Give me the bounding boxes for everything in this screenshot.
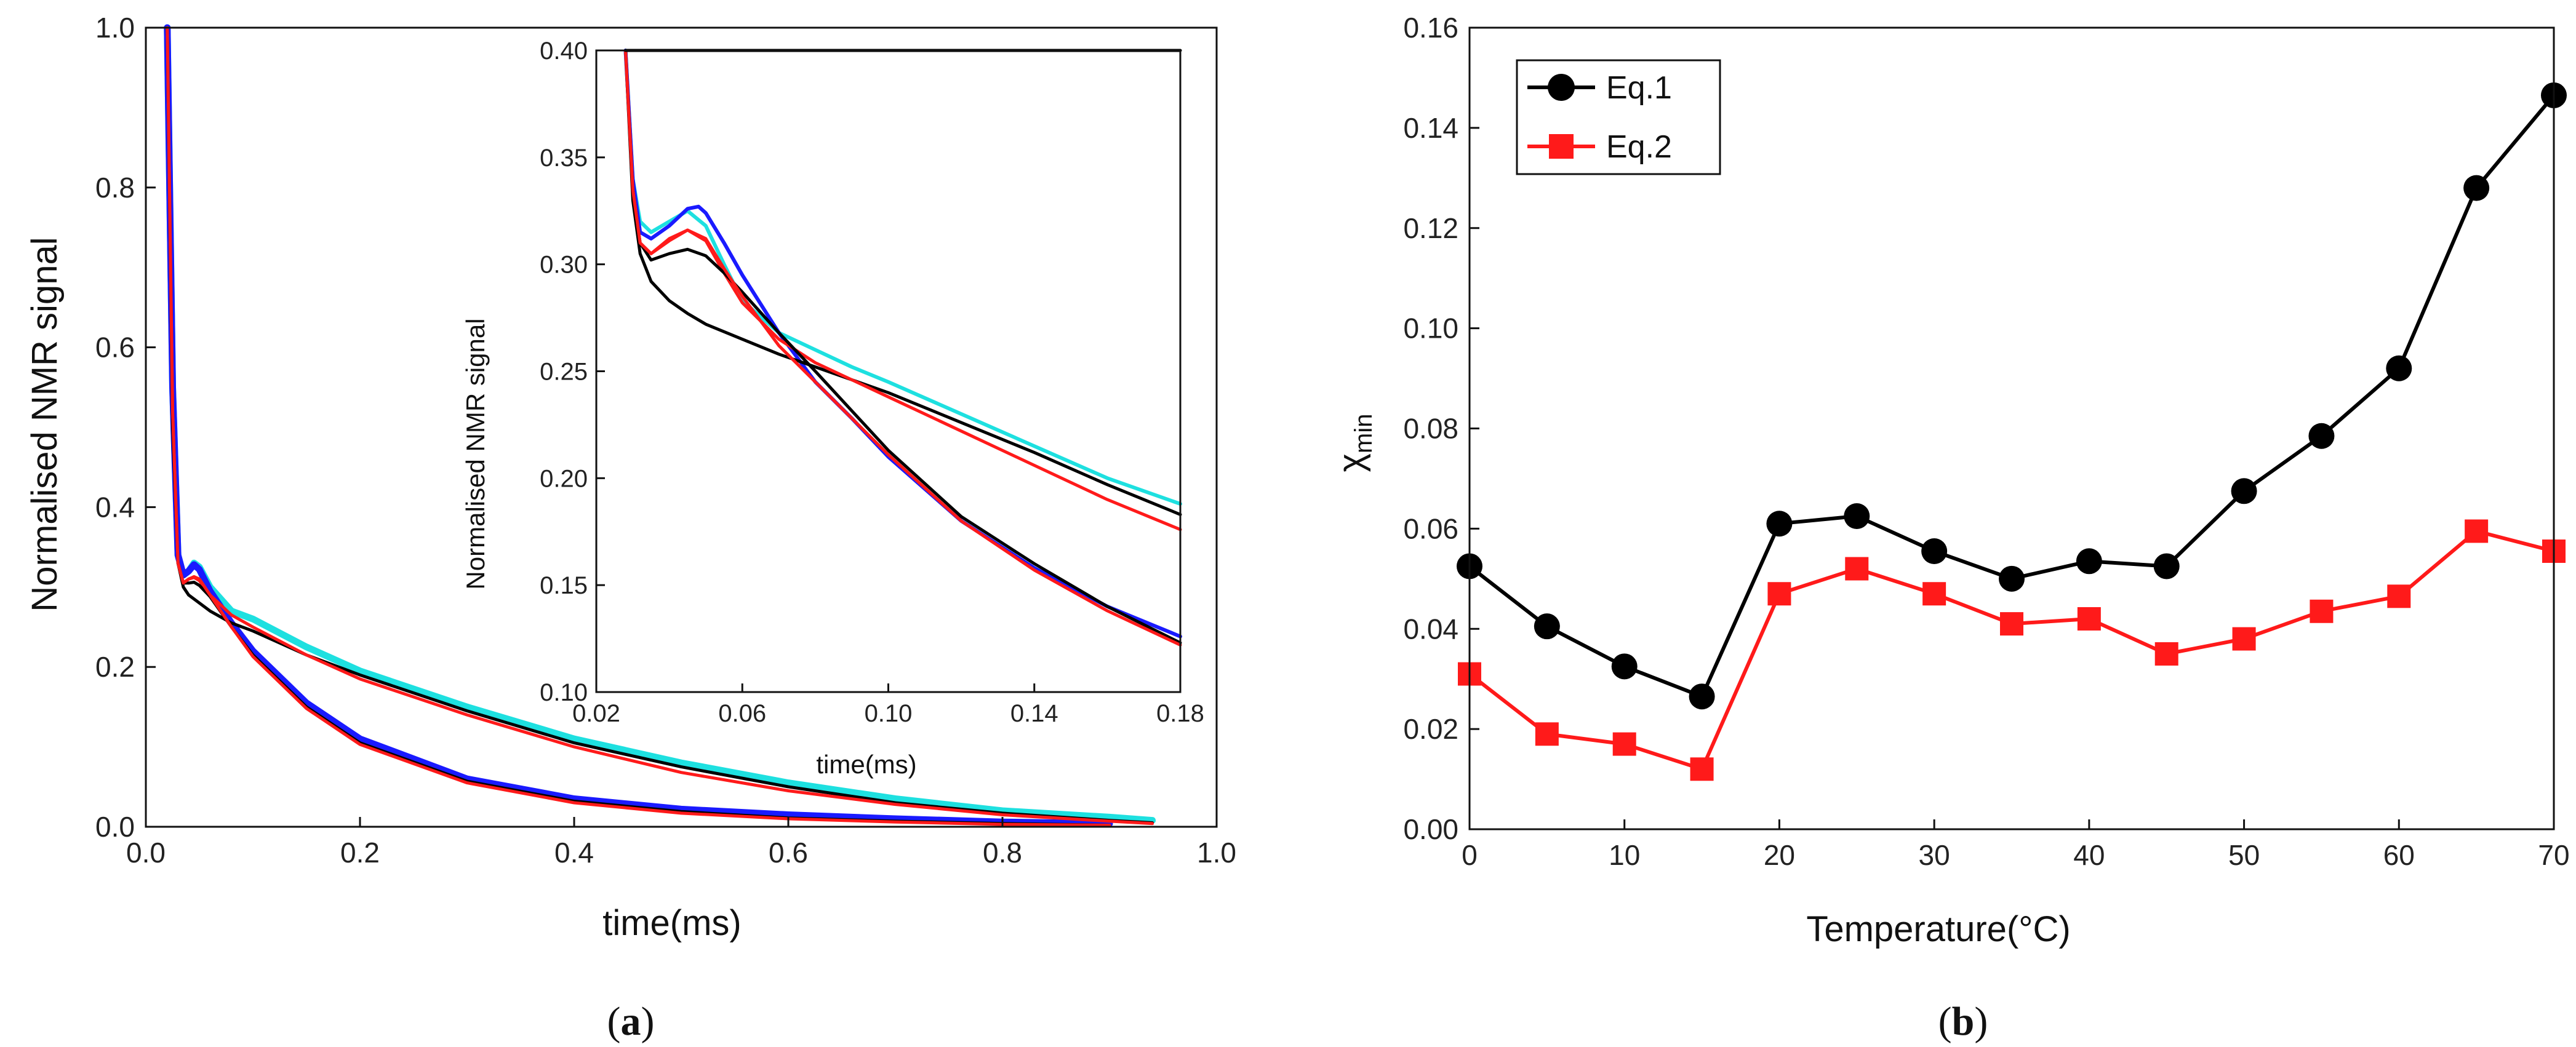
- panel-a-y-axis-title: Normalised NMR signal: [25, 237, 65, 611]
- panel-b: 0 10 20 30 40 50 60 70 0.00 0.02 0.04 0.06 0.08 0.10 0…: [1331, 12, 2570, 1044]
- panel-a-ticks-group: 0.0 0.2 0.4 0.6 0.8 1.0 0.0 0.2 0.4 0.6 0.8 1.0: [95, 12, 1236, 869]
- panel-b-y-tick-label: 0.06: [1403, 512, 1458, 544]
- panel-a-x-tick-label: 0.0: [126, 837, 166, 869]
- inset-y-tick-label: 0.40: [540, 38, 588, 65]
- panel-a-x-tick-label: 0.8: [983, 837, 1022, 869]
- panel-b-point-eq-2: [1535, 722, 1559, 746]
- inset-x-tick-label: 0.10: [865, 700, 913, 727]
- inset-x-tick-label: 0.06: [718, 700, 766, 727]
- panel-b-point-eq-1: [2308, 423, 2335, 449]
- panel-a-y-tick-label: 0.6: [95, 332, 135, 364]
- panel-b-y-tick-label: 0.04: [1403, 613, 1458, 645]
- panel-b-point-eq-1: [1689, 683, 1715, 710]
- panel-b-point-eq-1: [1534, 613, 1560, 640]
- panel-a-y-tick-label: 0.0: [95, 811, 135, 843]
- panel-b-label: b: [1952, 999, 1975, 1044]
- panel-a-x-tick-label: 0.4: [554, 837, 594, 869]
- legend-label-eq1: Eq.1: [1606, 70, 1672, 106]
- panel-b-point-eq-1: [1999, 565, 2025, 592]
- panel-b-point-eq-2: [1690, 757, 1714, 781]
- panel-b-y-tick-label: 0.16: [1403, 12, 1458, 44]
- panel-b-point-eq-2: [2154, 642, 2178, 666]
- panel-b-x-tick-label: 10: [1609, 839, 1640, 871]
- panel-b-x-tick-label: 40: [2073, 839, 2105, 871]
- panel-a: 0.0 0.2 0.4 0.6 0.8 1.0 0.0 0.2 0.4 0.6 0.8 1.0 0.0…: [25, 12, 1236, 1044]
- inset-y-axis-title: Normalised NMR signal: [461, 318, 490, 589]
- panel-b-y-tick-label: 0.14: [1403, 112, 1458, 144]
- panel-b-x-tick-label: 20: [1764, 839, 1795, 871]
- panel-b-point-eq-2: [2000, 612, 2023, 636]
- inset-background: [596, 50, 1180, 692]
- inset-ticks-group: 0.02 0.06 0.10 0.14 0.18 0.10 0.15 0.20 0.25 0.30…: [540, 38, 1204, 727]
- panel-b-y-axis-subscript: min: [1350, 414, 1377, 453]
- panel-a-inset: 0.02 0.06 0.10 0.14 0.18 0.10 0.15 0.20 0.25 0.30…: [461, 38, 1204, 779]
- inset-x-tick-label: 0.18: [1156, 700, 1204, 727]
- panel-b-x-tick-label: 30: [1919, 839, 1950, 871]
- inset-y-tick-label: 0.30: [540, 252, 588, 279]
- panel-b-point-eq-2: [1767, 582, 1791, 606]
- inset-x-tick-label: 0.02: [572, 700, 620, 727]
- panel-a-x-tick-label: 0.6: [769, 837, 808, 869]
- inset-x-tick-label: 0.14: [1010, 700, 1058, 727]
- panel-b-point-eq-1: [1921, 538, 1948, 565]
- inset-series-red-fit-2: [624, 49, 1182, 647]
- panel-b-y-axis-title: χmin: [1331, 414, 1377, 472]
- panel-a-caption: (a): [607, 999, 655, 1044]
- panel-a-y-tick-label: 1.0: [95, 12, 135, 44]
- panel-a-label: a: [621, 999, 641, 1044]
- panel-a-x-axis-title: time(ms): [602, 903, 742, 943]
- inset-series-black-fit-1: [624, 49, 1182, 516]
- panel-b-y-axis-symbol: χ: [1331, 453, 1371, 472]
- panel-a-x-tick-label: 1.0: [1197, 837, 1236, 869]
- inset-y-tick-label: 0.25: [540, 359, 588, 386]
- panel-b-y-tick-label: 0.08: [1403, 413, 1458, 445]
- panel-b-point-eq-1: [1766, 511, 1793, 537]
- panel-b-point-eq-1: [1611, 653, 1638, 680]
- panel-a-y-tick-label: 0.2: [95, 651, 135, 683]
- panel-a-series-blue-data-noisy: [164, 24, 1113, 827]
- panel-b-legend: Eq.1 Eq.2: [1516, 59, 1721, 175]
- panel-a-y-tick-label: 0.4: [95, 491, 135, 523]
- panel-b-x-tick-label: 50: [2228, 839, 2260, 871]
- legend-marker-eq1: [1548, 74, 1575, 101]
- panel-b-point-eq-1: [2231, 478, 2257, 504]
- panel-a-axes-frame: [145, 26, 1218, 828]
- panel-b-point-eq-1: [2386, 355, 2412, 381]
- panel-b-y-tick-label: 0.02: [1403, 713, 1458, 745]
- panel-b-point-eq-1: [2153, 553, 2180, 579]
- panel-b-series-group: [1457, 82, 2567, 781]
- panel-b-ticks-group: 0 10 20 30 40 50 60 70 0.00 0.02 0.04 0.06 0.08 0.10 0…: [1403, 12, 2569, 871]
- panel-b-y-tick-label: 0.12: [1403, 212, 1458, 244]
- panel-a-y-tick-label: 0.8: [95, 172, 135, 204]
- inset-y-tick-label: 0.15: [540, 572, 588, 599]
- panel-b-x-tick-label: 60: [2383, 839, 2415, 871]
- panel-b-x-tick-label: 0: [1462, 839, 1478, 871]
- panel-b-point-eq-1: [1844, 503, 1870, 530]
- panel-b-point-eq-2: [2465, 519, 2489, 543]
- panel-b-point-eq-2: [1845, 557, 1869, 581]
- panel-b-point-eq-2: [2077, 607, 2101, 631]
- panel-b-y-tick-label: 0.10: [1403, 313, 1458, 344]
- panel-b-x-axis-title: Temperature(°C): [1806, 909, 2070, 949]
- inset-y-tick-label: 0.10: [540, 679, 588, 706]
- panel-b-point-eq-2: [2387, 584, 2411, 608]
- panel-b-point-eq-2: [1922, 582, 1946, 606]
- inset-y-tick-label: 0.20: [540, 465, 588, 492]
- panel-a-x-tick-label: 0.2: [340, 837, 380, 869]
- panel-b-x-tick-label: 70: [2538, 839, 2569, 871]
- panel-b-point-eq-1: [2076, 548, 2102, 575]
- panel-b-point-eq-2: [2232, 627, 2256, 651]
- panel-b-caption: (b): [1938, 999, 1988, 1044]
- inset-x-axis-title: time(ms): [816, 750, 916, 779]
- panel-b-point-eq-2: [1612, 732, 1636, 756]
- panel-b-y-tick-label: 0.00: [1403, 813, 1458, 845]
- panel-b-point-eq-1: [2463, 175, 2490, 201]
- legend-marker-eq2: [1549, 134, 1574, 159]
- panel-b-point-eq-2: [2310, 599, 2334, 623]
- inset-y-tick-label: 0.35: [540, 145, 588, 172]
- panel-a-series-group: [164, 24, 1156, 827]
- legend-label-eq2: Eq.2: [1606, 129, 1672, 165]
